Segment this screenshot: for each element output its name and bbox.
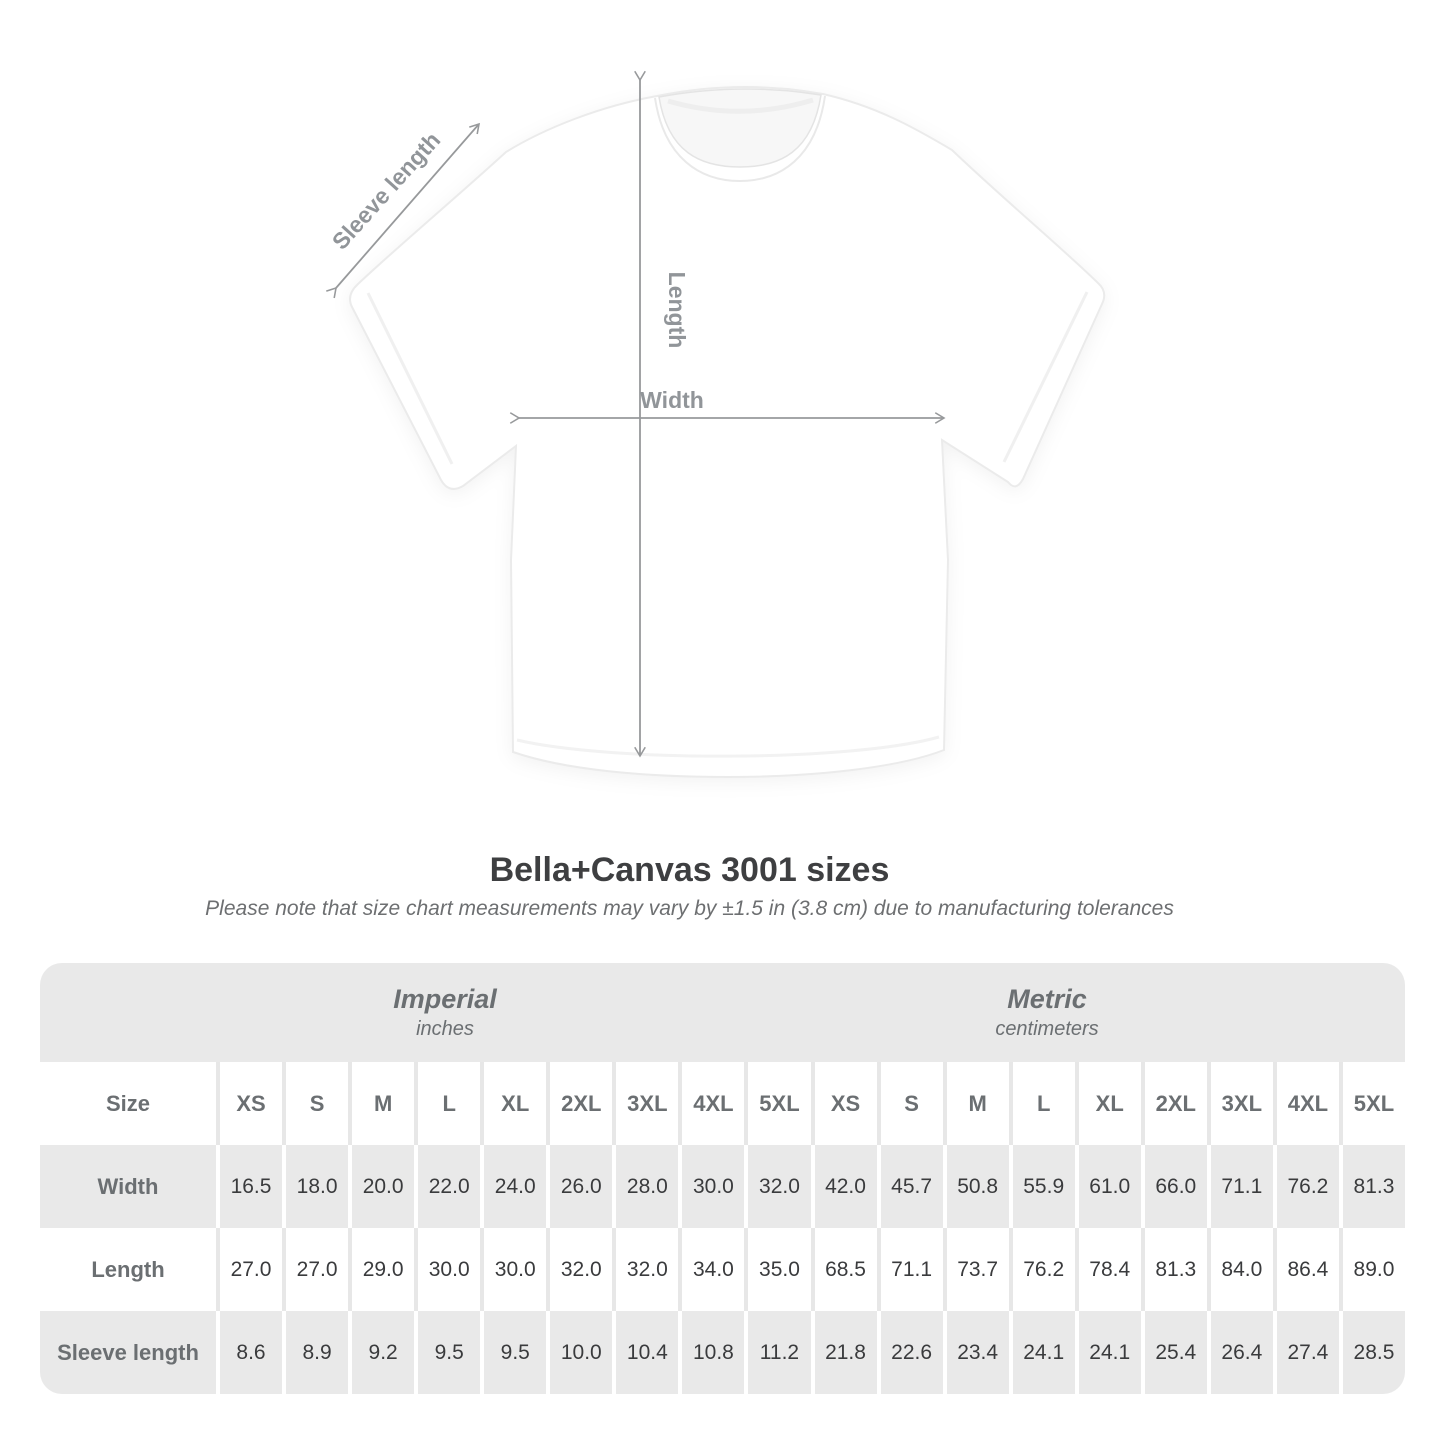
table-cell: 3XL <box>612 1062 679 1145</box>
table-cell: 81.3 <box>1140 1228 1207 1311</box>
table-cell: 50.8 <box>942 1145 1009 1228</box>
table-cell: 78.4 <box>1074 1228 1141 1311</box>
length-label: Length <box>664 272 690 349</box>
size-table-rows: Size XS S M L XL 2XL 3XL 4XL 5XL XS S M L XL 2XL 3XL 4XL 5… <box>40 1062 1405 1394</box>
table-cell: L <box>414 1062 481 1145</box>
table-cell: 11.2 <box>744 1311 811 1394</box>
table-cell: 26.4 <box>1206 1311 1273 1394</box>
table-cell: 32.0 <box>612 1228 679 1311</box>
table-cell: 10.4 <box>612 1311 679 1394</box>
table-cell: 30.0 <box>480 1228 547 1311</box>
table-cell: 10.8 <box>678 1311 745 1394</box>
table-cell: 32.0 <box>744 1145 811 1228</box>
table-cell: 28.0 <box>612 1145 679 1228</box>
size-header-row: Size XS S M L XL 2XL 3XL 4XL 5XL XS S M L XL 2XL 3XL 4XL 5… <box>40 1062 1405 1145</box>
table-cell: 76.2 <box>1008 1228 1075 1311</box>
table-cell: 42.0 <box>810 1145 877 1228</box>
table-cell: 27.4 <box>1272 1311 1339 1394</box>
table-cell: 24.1 <box>1008 1311 1075 1394</box>
sleeve-length-row: Sleeve length 8.6 8.9 9.2 9.5 9.5 10.0 10.4 10.8… <box>40 1311 1405 1394</box>
page-title: Bella+Canvas 3001 sizes <box>489 851 890 889</box>
table-cell: 76.2 <box>1272 1145 1339 1228</box>
table-cell: 4XL <box>1272 1062 1339 1145</box>
table-cell: 22.0 <box>414 1145 481 1228</box>
tshirt-illustration: Sleeve length Length Width <box>326 70 1106 779</box>
row-label: Sleeve length <box>40 1311 216 1394</box>
table-cell: 71.1 <box>876 1228 943 1311</box>
table-cell: 9.5 <box>414 1311 481 1394</box>
table-cell: 35.0 <box>744 1228 811 1311</box>
table-cell: 5XL <box>744 1062 811 1145</box>
table-cell: 29.0 <box>348 1228 415 1311</box>
table-cell: 16.5 <box>216 1145 283 1228</box>
table-cell: 73.7 <box>942 1228 1009 1311</box>
table-cell: L <box>1008 1062 1075 1145</box>
table-cell: 71.1 <box>1206 1145 1273 1228</box>
table-cell: 18.0 <box>282 1145 349 1228</box>
table-cell: 4XL <box>678 1062 745 1145</box>
table-cell: 8.6 <box>216 1311 283 1394</box>
imperial-unit-label: inches <box>416 1018 474 1040</box>
table-cell: 45.7 <box>876 1145 943 1228</box>
table-cell: 68.5 <box>810 1228 877 1311</box>
table-cell: 30.0 <box>414 1228 481 1311</box>
table-cell: 24.1 <box>1074 1311 1141 1394</box>
tshirt-diagram: Sleeve length Length Width <box>326 70 1106 779</box>
table-cell: 89.0 <box>1338 1228 1405 1311</box>
table-cell: 27.0 <box>216 1228 283 1311</box>
width-label: Width <box>640 387 704 413</box>
table-cell: 84.0 <box>1206 1228 1273 1311</box>
table-cell: 24.0 <box>480 1145 547 1228</box>
table-cell: 3XL <box>1206 1062 1273 1145</box>
table-cell: XL <box>1074 1062 1141 1145</box>
table-cell: 8.9 <box>282 1311 349 1394</box>
sleeve-length-arrow <box>326 122 481 299</box>
metric-group-label: Metric <box>1007 984 1087 1014</box>
table-cell: 10.0 <box>546 1311 613 1394</box>
table-cell: 9.5 <box>480 1311 547 1394</box>
table-cell: 20.0 <box>348 1145 415 1228</box>
table-cell: XL <box>480 1062 547 1145</box>
length-row: Length 27.0 27.0 29.0 30.0 30.0 32.0 32.0 34.0 35… <box>40 1228 1405 1311</box>
table-cell: 27.0 <box>282 1228 349 1311</box>
table-cell: XS <box>810 1062 877 1145</box>
table-cell: 66.0 <box>1140 1145 1207 1228</box>
tolerance-note: Please note that size chart measurements… <box>205 897 1174 920</box>
row-label: Width <box>40 1145 216 1228</box>
table-cell: 2XL <box>546 1062 613 1145</box>
width-row: Width 16.5 18.0 20.0 22.0 24.0 26.0 28.0 30.0 32.… <box>40 1145 1405 1228</box>
table-cell: S <box>282 1062 349 1145</box>
tshirt-shape <box>349 85 1106 779</box>
table-cell: 21.8 <box>810 1311 877 1394</box>
table-cell: 61.0 <box>1074 1145 1141 1228</box>
imperial-group-header: Imperial inches <box>393 963 497 1062</box>
table-cell: M <box>348 1062 415 1145</box>
imperial-group-label: Imperial <box>393 984 497 1014</box>
table-cell: 32.0 <box>546 1228 613 1311</box>
table-cell: 81.3 <box>1338 1145 1405 1228</box>
heading-block: Bella+Canvas 3001 sizes Please note that… <box>0 850 1412 921</box>
table-cell: 23.4 <box>942 1311 1009 1394</box>
table-cell: 28.5 <box>1338 1311 1405 1394</box>
row-label: Size <box>40 1062 216 1145</box>
table-cell: 5XL <box>1338 1062 1405 1145</box>
metric-group-header: Metric centimeters <box>995 963 1098 1062</box>
table-cell: 55.9 <box>1008 1145 1075 1228</box>
table-cell: 34.0 <box>678 1228 745 1311</box>
metric-unit-label: centimeters <box>995 1018 1099 1040</box>
row-label: Length <box>40 1228 216 1311</box>
size-table: Imperial inches Metric centimeters Size X… <box>40 963 1405 1394</box>
table-cell: XS <box>216 1062 283 1145</box>
unit-group-band: Imperial inches Metric centimeters <box>40 963 1405 1062</box>
table-cell: 2XL <box>1140 1062 1207 1145</box>
table-cell: 22.6 <box>876 1311 943 1394</box>
table-cell: 86.4 <box>1272 1228 1339 1311</box>
table-cell: S <box>876 1062 943 1145</box>
table-cell: M <box>942 1062 1009 1145</box>
table-cell: 26.0 <box>546 1145 613 1228</box>
table-cell: 9.2 <box>348 1311 415 1394</box>
table-cell: 30.0 <box>678 1145 745 1228</box>
table-cell: 25.4 <box>1140 1311 1207 1394</box>
